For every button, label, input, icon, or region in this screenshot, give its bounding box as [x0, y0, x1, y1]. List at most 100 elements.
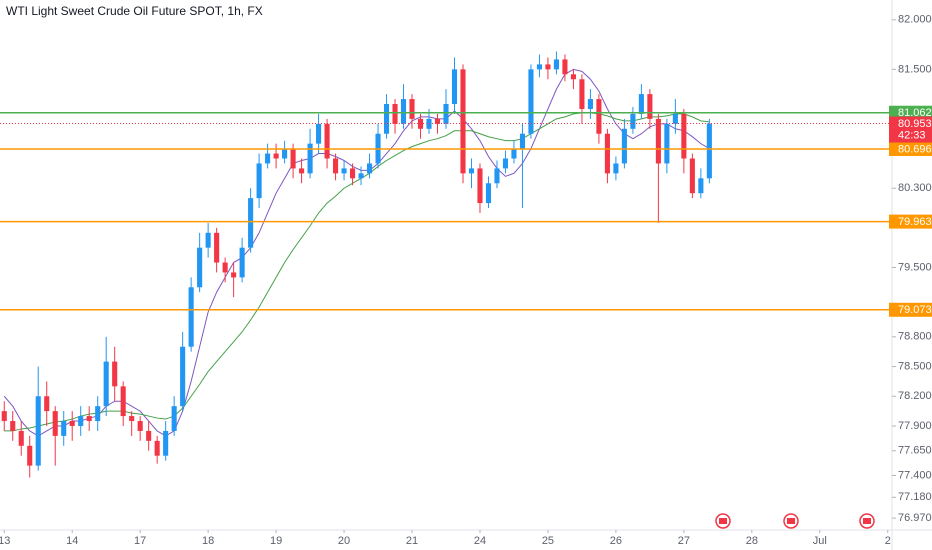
candle-body — [621, 128, 627, 164]
price-tag-label: 81.062 — [898, 107, 932, 119]
candle-body — [494, 168, 500, 184]
candle-body — [451, 69, 458, 105]
candle-body — [44, 396, 50, 412]
candle-body — [27, 445, 33, 466]
candle-body — [205, 232, 211, 248]
candle-body — [171, 406, 177, 431]
candle-body — [511, 148, 517, 159]
price-tag-label: 79.963 — [898, 216, 932, 228]
candle-body — [655, 118, 661, 164]
candle-body — [630, 113, 636, 129]
price-tag — [889, 105, 932, 120]
x-tick-label: 18 — [202, 535, 214, 547]
candle-body — [358, 173, 364, 179]
x-tick-label: 17 — [134, 535, 146, 547]
candle-body — [10, 421, 16, 431]
plot-area — [0, 51, 892, 478]
candle-body — [1, 411, 7, 422]
y-tick-label: 78.500 — [898, 360, 932, 372]
current-price-label: 80.953 — [898, 118, 932, 130]
x-tick-label: 20 — [338, 535, 350, 547]
candle-body — [341, 168, 347, 174]
price-tag-label: 80.696 — [898, 143, 932, 155]
candle-body — [664, 123, 670, 164]
candle-body — [579, 79, 585, 109]
candle-body — [256, 163, 262, 199]
candle-body — [214, 232, 220, 263]
flag-icon — [863, 518, 871, 524]
chart-title: WTI Light Sweet Crude Oil Future SPOT, 1… — [6, 4, 263, 18]
candle-body — [460, 69, 466, 174]
candle-body — [443, 104, 449, 124]
x-tick-label: 13 — [0, 535, 10, 547]
candle-body — [350, 168, 356, 179]
event-icons[interactable] — [715, 513, 875, 529]
candle-body — [383, 104, 390, 134]
candle-body — [528, 69, 534, 134]
candle-body — [545, 64, 551, 70]
candle-body — [86, 416, 92, 422]
x-tick-label: 14 — [66, 535, 78, 547]
y-tick-label: 76.970 — [898, 512, 932, 524]
candle-body — [316, 123, 322, 144]
candle-body — [613, 163, 619, 174]
candle-body — [120, 386, 126, 417]
y-tick-label: 78.200 — [898, 390, 932, 402]
candle-body — [69, 421, 75, 426]
x-tick-label: 26 — [610, 535, 622, 547]
candle-body — [536, 64, 542, 70]
candle-body — [307, 143, 313, 174]
price-tag — [889, 141, 932, 156]
x-tick-label: 24 — [474, 535, 486, 547]
candle-body — [222, 262, 228, 273]
candle-body — [596, 99, 602, 134]
price-tag — [889, 302, 932, 317]
candle-body — [180, 346, 186, 407]
y-tick-label: 78.800 — [898, 331, 932, 343]
candle-body — [681, 113, 687, 159]
x-tick-label: 19 — [270, 535, 282, 547]
candle-body — [146, 430, 152, 441]
candle-body — [231, 272, 237, 278]
candle-body — [197, 247, 203, 288]
candle-body — [163, 430, 169, 456]
candle-body — [485, 183, 492, 204]
candle-body — [18, 430, 24, 446]
candle-body — [553, 59, 559, 70]
candle-body — [290, 148, 296, 169]
candle-body — [477, 168, 483, 204]
x-tick-label: 28 — [746, 535, 758, 547]
candle-body — [604, 133, 610, 174]
price-tag — [889, 214, 932, 229]
candle-body — [112, 361, 118, 387]
candle-body — [698, 178, 704, 194]
candle-body — [570, 74, 576, 80]
candle-body — [265, 153, 271, 164]
y-tick-label: 81.500 — [898, 63, 932, 75]
flag-icon — [719, 518, 727, 524]
y-tick-label: 77.400 — [898, 469, 932, 481]
x-tick-label: 21 — [406, 535, 418, 547]
y-tick-label: 82.000 — [898, 14, 932, 26]
y-tick-label: 77.650 — [898, 445, 932, 457]
candle-body — [324, 123, 330, 159]
countdown-label: 42:33 — [898, 129, 926, 141]
candle-body — [366, 163, 373, 174]
candle-body — [103, 361, 109, 407]
candle-body — [273, 153, 279, 159]
candle-body — [78, 416, 84, 426]
candle-body — [333, 158, 339, 174]
current-price-tag — [889, 116, 932, 143]
candle-body — [672, 113, 678, 124]
candle-body — [587, 99, 593, 109]
candle-body — [647, 94, 653, 119]
price-tag-label: 79.073 — [898, 304, 932, 316]
candle-body — [299, 168, 305, 174]
candle-body — [409, 99, 415, 119]
x-tick-label: 2 — [885, 535, 891, 547]
x-tick-label: Jul — [813, 535, 827, 547]
candle-body — [562, 59, 568, 75]
y-tick-label: 77.900 — [898, 420, 932, 432]
